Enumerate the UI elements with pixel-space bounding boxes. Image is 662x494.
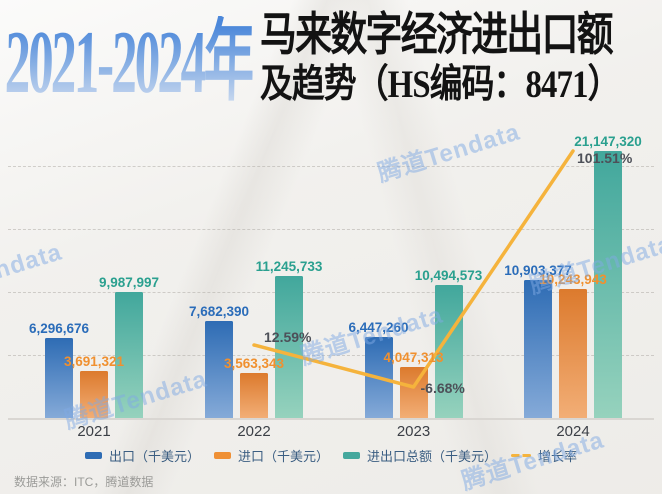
legend-item-0[interactable]: 出口（千美元） xyxy=(84,446,200,465)
data-source-note: 数据来源：ITC，腾道数据 xyxy=(14,475,154,489)
watermark-tendata: 腾道Tendata xyxy=(374,118,524,188)
legend-swatch-icon xyxy=(213,452,231,459)
legend-item-1[interactable]: 进口（千美元） xyxy=(213,446,329,465)
bar-2022-s1[interactable] xyxy=(240,373,268,418)
bar-value-label: 10,494,573 xyxy=(414,268,483,283)
title-line2: 及趋势（HS编码：8471） xyxy=(260,62,620,106)
x-tick-2023: 2023 xyxy=(396,423,431,440)
x-axis-line xyxy=(8,418,654,420)
legend: 出口（千美元） 进口（千美元） 进出口总额（千美元） 增长率 xyxy=(0,446,662,465)
bar-value-label: 4,047,313 xyxy=(383,350,444,365)
bar-value-label: 3,563,343 xyxy=(223,356,285,371)
legend-item-3[interactable]: 增长率 xyxy=(511,446,577,465)
x-tick-2024: 2024 xyxy=(556,423,590,440)
legend-item-2[interactable]: 进出口总额（千美元） xyxy=(343,446,497,465)
legend-label: 进口（千美元） xyxy=(237,449,329,464)
bar-2021-s0[interactable] xyxy=(45,338,73,418)
gridline xyxy=(8,229,654,230)
bar-2024-s1[interactable] xyxy=(559,289,587,418)
growth-rate-label: 12.59% xyxy=(264,329,312,345)
bar-value-label: 6,296,676 xyxy=(28,321,90,336)
legend-label: 出口（千美元） xyxy=(108,449,200,464)
bar-2024-s2[interactable] xyxy=(594,151,622,418)
gridline xyxy=(8,292,654,293)
bar-2022-s2[interactable] xyxy=(275,276,303,418)
bar-value-label: 11,245,733 xyxy=(255,259,323,274)
bar-2021-s2[interactable] xyxy=(115,292,143,418)
bar-value-label: 6,447,260 xyxy=(348,320,409,335)
x-tick-2022: 2022 xyxy=(237,423,271,440)
bar-value-label: 3,691,321 xyxy=(63,354,125,369)
legend-label: 增长率 xyxy=(538,449,578,464)
gridline xyxy=(8,166,654,167)
bar-value-label: 21,147,320 xyxy=(574,134,642,149)
legend-label: 进出口总额（千美元） xyxy=(367,449,498,464)
watermark-tendata: 腾道Tendata xyxy=(0,238,66,308)
legend-swatch-icon xyxy=(343,452,360,459)
bar-value-label: 9,987,997 xyxy=(98,275,160,290)
page-title: 马来数字经济进出口额 及趋势（HS编码：8471） xyxy=(260,9,662,106)
bar-value-label: 7,682,390 xyxy=(188,304,250,319)
title-years: 2021-2024年 xyxy=(4,13,254,113)
bar-value-label: 10,243,943 xyxy=(539,272,607,287)
x-tick-2021: 2021 xyxy=(77,423,111,440)
bar-2024-s0[interactable] xyxy=(524,280,552,418)
bar-2022-s0[interactable] xyxy=(205,321,233,418)
legend-line-icon xyxy=(511,454,532,457)
legend-swatch-icon xyxy=(84,452,102,459)
bar-2021-s1[interactable] xyxy=(80,371,108,418)
growth-rate-label: -6.68% xyxy=(420,380,465,396)
title-line1: 马来数字经济进出口额 xyxy=(260,9,614,60)
growth-rate-label: 101.51% xyxy=(577,150,633,166)
